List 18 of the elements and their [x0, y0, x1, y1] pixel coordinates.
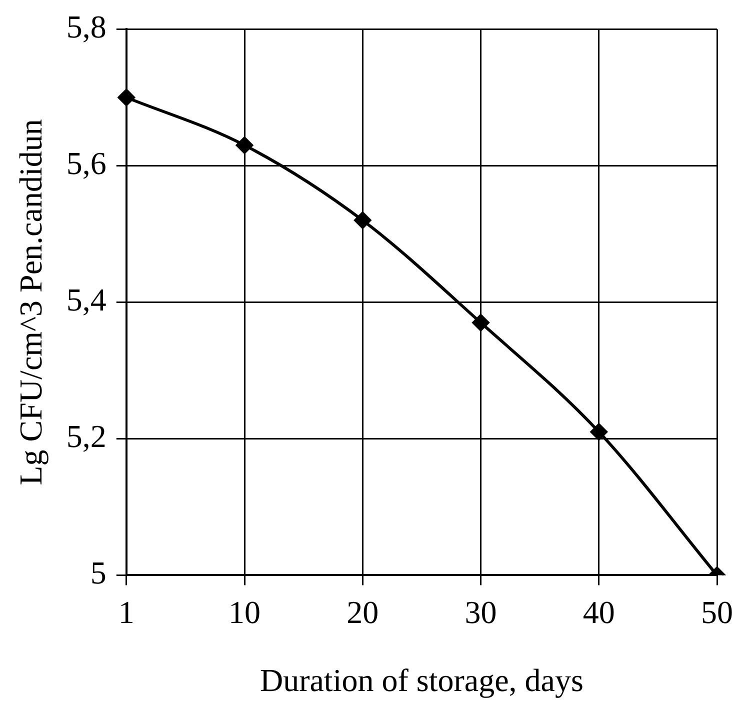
- x-tick-label: 50: [701, 594, 733, 630]
- y-tick-label: 5,2: [66, 418, 106, 454]
- y-axis-title: Lg CFU/cm^3 Pen.candidun: [12, 119, 49, 486]
- x-tick-label: 10: [228, 594, 261, 630]
- point: [236, 136, 254, 154]
- y-tick-label: 5,8: [66, 8, 106, 45]
- y-tick-label: 5,6: [66, 145, 106, 182]
- y-tick-label: 5,4: [66, 282, 106, 318]
- x-tick-label: 40: [582, 594, 615, 630]
- y-tick-label: 5: [90, 554, 106, 591]
- point: [590, 423, 608, 440]
- x-tick-label: 1: [118, 594, 134, 630]
- point: [354, 212, 372, 229]
- point: [118, 88, 135, 106]
- point: [472, 314, 490, 332]
- x-tick-label: 20: [346, 594, 379, 630]
- x-tick-label: 30: [464, 594, 497, 630]
- x-axis-title: Duration of storage, days: [260, 662, 584, 698]
